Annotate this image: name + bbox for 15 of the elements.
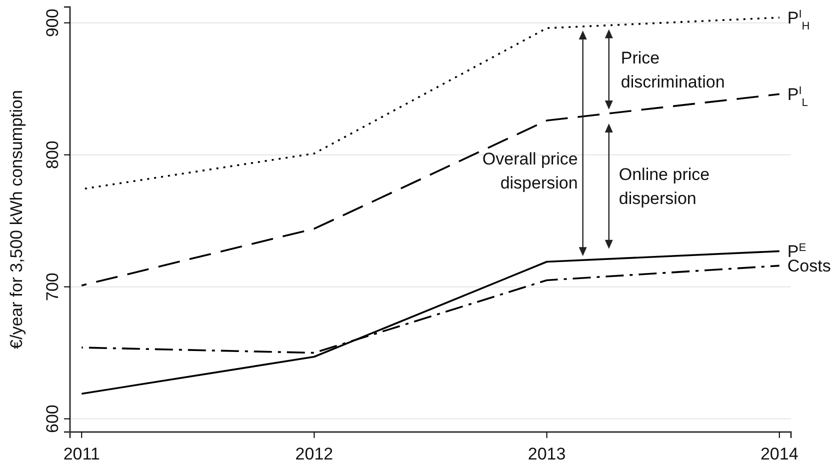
line-series	[80, 250, 780, 395]
y-axis-title: €/year for 3,500 kWh consumption	[7, 90, 26, 349]
y-tick-label: 700	[43, 272, 62, 301]
y-tick-label: 800	[43, 140, 62, 170]
line-series	[80, 93, 780, 286]
x-tick-label: 2012	[295, 444, 334, 464]
y-tick-label: 900	[43, 8, 62, 38]
x-tick-label: 2011	[63, 444, 100, 464]
annotation: Online price dispersion	[618, 165, 710, 208]
annotation: Overall price dispersion	[482, 149, 578, 192]
x-tick-label: 2013	[528, 444, 566, 464]
x-tick-label: 2014	[760, 444, 798, 464]
y-tick-label: 600	[43, 404, 62, 433]
series-label: Costs	[787, 256, 831, 276]
annotation: Price discrimination	[620, 48, 725, 92]
